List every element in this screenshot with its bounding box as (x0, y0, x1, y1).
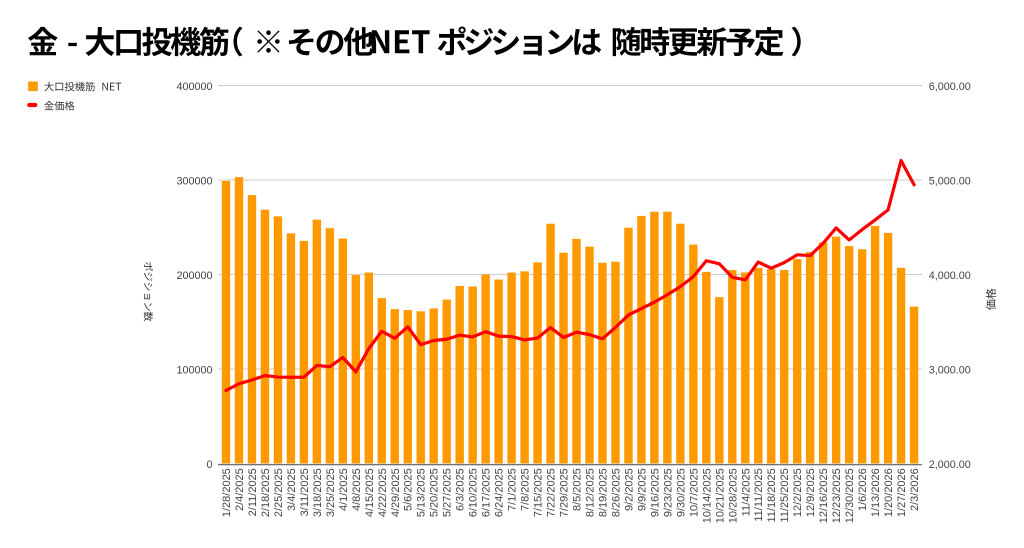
svg-text:6/24/2025: 6/24/2025 (494, 468, 506, 517)
svg-text:6,000.00: 6,000.00 (929, 81, 971, 93)
svg-text:2/4/2025: 2/4/2025 (234, 468, 246, 511)
svg-text:10/21/2025: 10/21/2025 (714, 468, 726, 523)
svg-text:2/11/2025: 2/11/2025 (247, 468, 259, 516)
svg-text:7/1/2025: 7/1/2025 (507, 468, 519, 511)
svg-text:1/28/2025: 1/28/2025 (221, 468, 233, 517)
svg-text:7/8/2025: 7/8/2025 (520, 468, 532, 511)
svg-text:12/23/2025: 12/23/2025 (831, 468, 843, 523)
svg-text:6/3/2025: 6/3/2025 (455, 468, 467, 511)
svg-text:3/25/2025: 3/25/2025 (325, 468, 337, 517)
svg-text:0: 0 (206, 459, 212, 471)
svg-text:100000: 100000 (176, 364, 212, 376)
svg-text:12/2/2025: 12/2/2025 (792, 468, 804, 517)
svg-text:10/14/2025: 10/14/2025 (701, 468, 713, 523)
svg-text:5/13/2025: 5/13/2025 (416, 468, 428, 517)
svg-text:8/26/2025: 8/26/2025 (610, 468, 622, 517)
svg-text:9/16/2025: 9/16/2025 (649, 468, 661, 517)
svg-text:9/2/2025: 9/2/2025 (623, 468, 635, 511)
svg-text:9/23/2025: 9/23/2025 (662, 468, 674, 517)
svg-text:4/29/2025: 4/29/2025 (390, 468, 402, 517)
svg-text:11/18/2025: 11/18/2025 (766, 468, 778, 522)
svg-text:4/1/2025: 4/1/2025 (338, 468, 350, 511)
svg-text:5/27/2025: 5/27/2025 (442, 468, 454, 517)
svg-text:4/15/2025: 4/15/2025 (364, 468, 376, 517)
svg-text:8/12/2025: 8/12/2025 (585, 468, 597, 517)
svg-text:10/7/2025: 10/7/2025 (688, 468, 700, 517)
svg-text:4/8/2025: 4/8/2025 (351, 468, 363, 511)
svg-text:7/22/2025: 7/22/2025 (546, 468, 558, 517)
svg-text:10/28/2025: 10/28/2025 (727, 468, 739, 523)
svg-text:2/3/2026: 2/3/2026 (909, 468, 921, 511)
svg-text:1/27/2026: 1/27/2026 (896, 468, 908, 517)
svg-text:12/30/2025: 12/30/2025 (844, 468, 856, 523)
svg-text:11/25/2025: 11/25/2025 (779, 468, 791, 522)
svg-text:300000: 300000 (176, 175, 212, 187)
svg-text:8/19/2025: 8/19/2025 (597, 468, 609, 517)
svg-text:1/13/2026: 1/13/2026 (870, 468, 882, 517)
svg-text:7/29/2025: 7/29/2025 (559, 468, 571, 517)
svg-text:11/4/2025: 11/4/2025 (740, 468, 752, 516)
svg-text:5,000.00: 5,000.00 (929, 175, 971, 187)
svg-text:6/17/2025: 6/17/2025 (481, 468, 493, 517)
svg-text:12/16/2025: 12/16/2025 (818, 468, 830, 523)
svg-text:7/15/2025: 7/15/2025 (533, 468, 545, 517)
svg-text:2,000.00: 2,000.00 (929, 459, 971, 471)
svg-text:3/4/2025: 3/4/2025 (286, 468, 298, 511)
svg-text:9/30/2025: 9/30/2025 (675, 468, 687, 517)
svg-text:5/6/2025: 5/6/2025 (403, 468, 415, 511)
svg-text:400000: 400000 (176, 81, 212, 93)
svg-text:6/10/2025: 6/10/2025 (468, 468, 480, 517)
svg-text:2/25/2025: 2/25/2025 (273, 468, 285, 517)
svg-text:8/5/2025: 8/5/2025 (572, 468, 584, 511)
svg-text:2/18/2025: 2/18/2025 (260, 468, 272, 517)
svg-text:3/11/2025: 3/11/2025 (299, 468, 311, 516)
svg-text:1/6/2026: 1/6/2026 (857, 468, 869, 511)
svg-text:1/20/2026: 1/20/2026 (883, 468, 895, 517)
svg-text:200000: 200000 (176, 270, 212, 282)
svg-text:5/20/2025: 5/20/2025 (429, 468, 441, 517)
svg-text:11/11/2025: 11/11/2025 (753, 468, 765, 521)
svg-text:9/9/2025: 9/9/2025 (636, 468, 648, 511)
svg-text:12/9/2025: 12/9/2025 (805, 468, 817, 517)
svg-text:4,000.00: 4,000.00 (929, 270, 971, 282)
svg-text:3/18/2025: 3/18/2025 (312, 468, 324, 517)
svg-text:4/22/2025: 4/22/2025 (377, 468, 389, 517)
svg-text:3,000.00: 3,000.00 (929, 364, 971, 376)
